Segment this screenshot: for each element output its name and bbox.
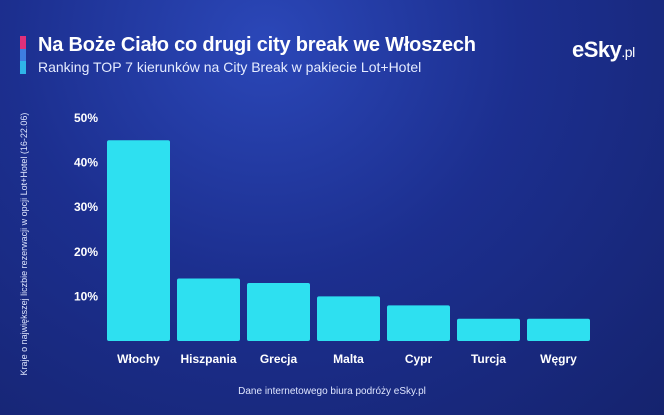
accent-bar-pink xyxy=(20,36,26,49)
bar-4 xyxy=(387,305,450,341)
accent-bar-blue xyxy=(20,49,26,61)
x-category-label: Turcja xyxy=(471,352,506,366)
x-category-label: Grecja xyxy=(260,352,298,366)
bars xyxy=(107,140,590,341)
y-tick-label: 40% xyxy=(74,156,98,170)
bar-1 xyxy=(177,278,240,341)
x-category-label: Malta xyxy=(333,352,364,366)
bar-0 xyxy=(107,140,170,341)
esky-logo: eSky.pl xyxy=(572,37,635,63)
x-category-label: Cypr xyxy=(405,352,433,366)
y-tick-label: 10% xyxy=(74,289,98,303)
x-category-label: Hiszpania xyxy=(180,352,236,366)
y-tick-label: 20% xyxy=(74,245,98,259)
y-tick-label: 50% xyxy=(74,111,98,125)
bar-5 xyxy=(457,318,520,341)
accent-bar-cyan xyxy=(20,61,26,74)
y-axis-ticks: 10% 20% 30% 40% 50% xyxy=(74,111,98,303)
bar-3 xyxy=(317,296,380,341)
x-category-label: Włochy xyxy=(117,352,160,366)
bar-2 xyxy=(247,283,310,341)
logo-main: eSky xyxy=(572,37,622,62)
chart-title: Na Boże Ciało co drugi city break we Wło… xyxy=(38,34,476,56)
bar-6 xyxy=(527,318,590,341)
x-axis-labels: Włochy Hiszpania Grecja Malta Cypr Turcja Węgr… xyxy=(117,352,577,366)
x-category-label: Węgry xyxy=(540,352,577,366)
logo-suffix: .pl xyxy=(621,44,635,60)
chart-subtitle: Ranking TOP 7 kierunków na City Break w … xyxy=(38,59,422,75)
source-footer: Dane internetowego biura podróży eSky.pl xyxy=(238,386,426,397)
y-tick-label: 30% xyxy=(74,200,98,214)
